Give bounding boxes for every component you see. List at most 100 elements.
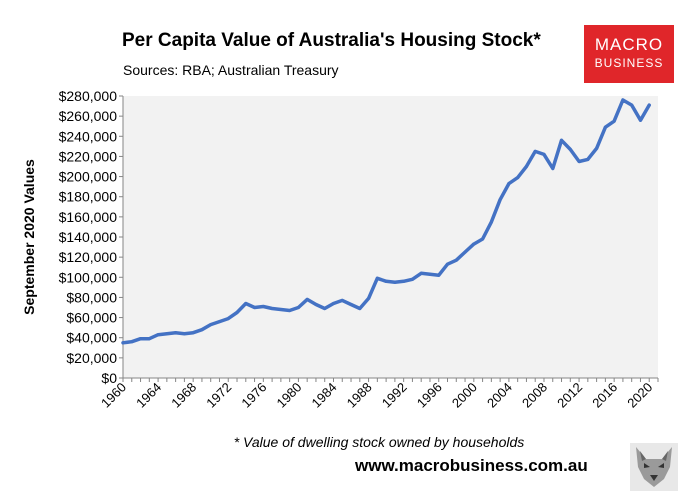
macro-business-logo: MACRO BUSINESS <box>584 25 674 83</box>
y-tick-label: $200,000 <box>59 169 118 185</box>
x-tick-label: 2020 <box>624 380 655 411</box>
x-tick-label: 1980 <box>273 380 304 411</box>
data-point <box>358 307 362 311</box>
x-tick-label: 1984 <box>309 380 340 411</box>
y-tick-label: $100,000 <box>59 269 118 285</box>
x-tick-label: 1988 <box>344 380 375 411</box>
x-tick-label: 2004 <box>484 380 515 411</box>
plot-area <box>123 96 658 378</box>
data-point <box>437 273 441 277</box>
y-axis-title: September 2020 Values <box>21 159 37 315</box>
data-point <box>305 297 309 301</box>
x-tick-label: 1972 <box>203 380 234 411</box>
y-tick-label: $260,000 <box>59 108 118 124</box>
data-point <box>375 276 379 280</box>
data-point <box>235 311 239 315</box>
data-point <box>595 146 599 150</box>
y-tick-label: $120,000 <box>59 249 118 265</box>
data-point <box>182 332 186 336</box>
data-point <box>130 340 134 344</box>
data-point <box>296 306 300 309</box>
data-point <box>568 147 572 151</box>
data-point <box>410 277 414 281</box>
data-point <box>384 279 388 283</box>
website-url[interactable]: www.macrobusiness.com.au <box>355 456 588 475</box>
data-point <box>560 138 564 142</box>
data-point <box>419 271 423 275</box>
data-point <box>524 165 528 168</box>
data-point <box>261 304 265 308</box>
data-point <box>367 296 371 300</box>
data-point <box>630 103 634 107</box>
data-point <box>603 125 607 129</box>
data-point <box>314 302 318 306</box>
data-point <box>463 250 467 254</box>
logo-line-macro: MACRO <box>594 35 664 54</box>
data-point <box>253 306 257 309</box>
data-point <box>533 149 537 153</box>
data-point <box>498 198 502 202</box>
data-point <box>244 301 248 305</box>
y-tick-label: $240,000 <box>59 128 118 144</box>
data-point <box>647 103 651 107</box>
chart-title: Per Capita Value of Australia's Housing … <box>122 30 541 51</box>
data-point <box>428 272 432 276</box>
data-point <box>507 182 511 186</box>
data-point <box>323 307 327 311</box>
data-point <box>621 98 625 102</box>
data-point <box>454 258 458 262</box>
data-point <box>551 167 555 171</box>
logo-line-business: BUSINESS <box>594 56 664 70</box>
data-point <box>226 317 230 321</box>
x-tick-label: 1992 <box>379 380 410 411</box>
x-tick-label: 2016 <box>589 380 620 411</box>
data-point <box>270 307 274 311</box>
data-point <box>331 301 335 305</box>
data-point <box>489 220 493 224</box>
data-point <box>288 309 292 313</box>
data-point <box>446 262 450 266</box>
y-tick-label: $160,000 <box>59 209 118 225</box>
data-point <box>209 323 213 327</box>
data-point <box>472 242 476 246</box>
x-tick-label: 2000 <box>449 380 480 411</box>
x-tick-label: 1964 <box>133 380 164 411</box>
data-point <box>402 279 406 283</box>
x-tick-label: 1968 <box>168 380 199 411</box>
x-tick-label: 1996 <box>414 380 445 411</box>
chart-subtitle: Sources: RBA; Australian Treasury <box>123 62 339 78</box>
x-tick-label: 1976 <box>238 380 269 411</box>
data-point <box>217 320 221 324</box>
y-tick-label: $140,000 <box>59 229 118 245</box>
data-point <box>279 308 283 312</box>
data-point <box>577 159 581 163</box>
data-point <box>638 118 642 122</box>
footnote: * Value of dwelling stock owned by house… <box>233 434 525 450</box>
y-tick-label: $40,000 <box>66 330 117 346</box>
data-point <box>139 337 143 341</box>
data-point <box>612 119 616 123</box>
data-point <box>393 280 397 284</box>
data-point <box>516 176 520 180</box>
x-tick-label: 2012 <box>554 380 585 411</box>
data-point <box>165 332 169 336</box>
y-tick-label: $20,000 <box>66 350 117 366</box>
y-tick-label: $180,000 <box>59 189 118 205</box>
data-point <box>156 333 160 337</box>
data-point <box>200 328 204 332</box>
data-point <box>481 237 485 241</box>
data-point <box>586 157 590 161</box>
y-tick-label: $280,000 <box>59 88 118 104</box>
y-tick-label: $0 <box>101 370 117 386</box>
data-point <box>147 337 151 341</box>
data-point <box>542 152 546 156</box>
data-point <box>191 331 195 335</box>
data-point <box>349 302 353 306</box>
data-point <box>174 331 178 335</box>
wolf-icon <box>630 443 678 491</box>
y-tick-label: $220,000 <box>59 148 118 164</box>
y-tick-label: $60,000 <box>66 310 117 326</box>
data-point <box>121 341 125 345</box>
data-point <box>340 298 344 302</box>
